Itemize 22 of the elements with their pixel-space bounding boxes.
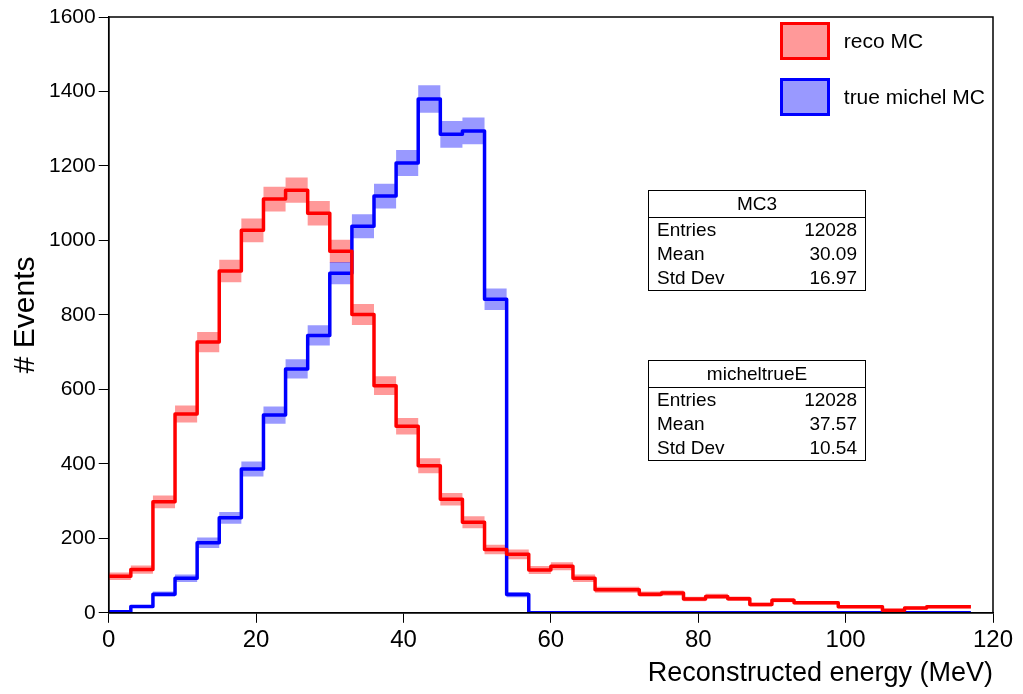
x-tick-label: 100 [825, 624, 866, 652]
y-tick-label: 800 [60, 301, 96, 325]
y-tick-label: 1600 [49, 3, 96, 27]
text: micheltrueE Entries 12028 Mean 37.57 Std Dev 10.54 [657, 363, 857, 458]
x-tick-label: 0 [102, 624, 116, 652]
x-tick-label: 60 [537, 624, 565, 652]
y-axis-title: # Events [7, 256, 41, 374]
y-tick-label: 1200 [49, 152, 96, 176]
x-tick-label: 80 [684, 624, 712, 652]
y-tick-label: 1000 [49, 227, 96, 251]
y-tick-label: 200 [60, 525, 96, 549]
legend-label: true michel MC [843, 85, 985, 109]
legend-label: reco MC [843, 29, 924, 53]
x-tick-label: 40 [390, 624, 417, 652]
y-tick-label: 600 [60, 376, 96, 400]
text: MC3 Entries 12028 Mean 30.09 Std Dev 16.97 [657, 193, 857, 288]
y-tick-label: 1400 [49, 78, 96, 102]
x-tick-label: 120 [972, 624, 1014, 652]
y-tick-label: 400 [60, 450, 96, 474]
x-axis-title: Reconstructed energy (MeV) [647, 657, 993, 688]
x-tick-label: 20 [242, 624, 270, 652]
y-tick-label: 0 [84, 599, 96, 623]
